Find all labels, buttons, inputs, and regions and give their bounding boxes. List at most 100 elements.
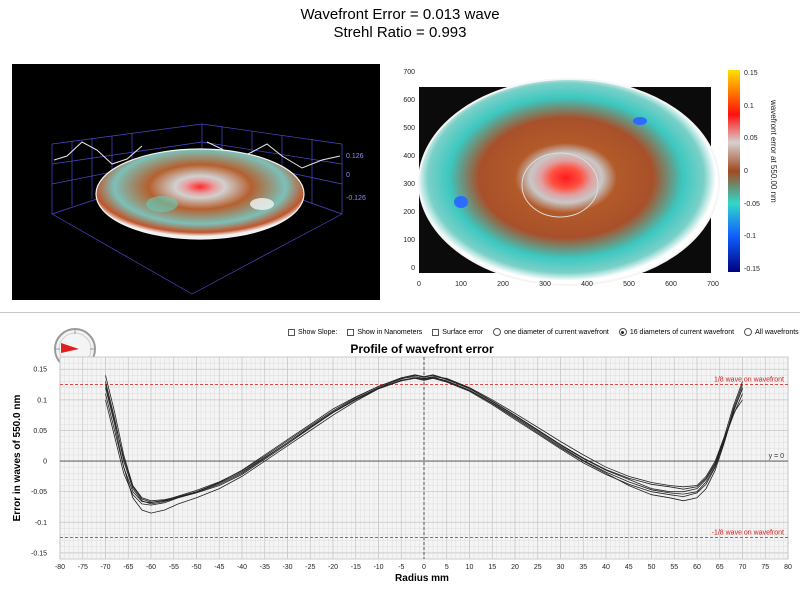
svg-text:-0.15: -0.15	[744, 266, 760, 273]
x-tick-label: 70	[739, 564, 747, 571]
x-tick-label: -75	[78, 564, 88, 571]
radio-circle-selected[interactable]	[618, 328, 627, 336]
svg-text:300: 300	[403, 181, 415, 188]
heatmap-disk	[419, 79, 719, 285]
x-tick-label: -80	[55, 564, 65, 571]
wavefront-error-title: Wavefront Error = 0.013 wave	[300, 6, 500, 23]
x-tick-label: -60	[146, 564, 156, 571]
svg-text:0: 0	[744, 168, 748, 175]
profile-series-line	[105, 374, 743, 506]
checkbox-box[interactable]	[288, 328, 295, 336]
3d-scale-top: 0.126	[346, 153, 364, 160]
x-tick-label: 50	[648, 564, 656, 571]
checkbox-box[interactable]	[432, 328, 440, 336]
profile-title: Profile of wavefront error	[350, 342, 494, 356]
radio-circle[interactable]	[744, 328, 753, 336]
x-tick-label: 5	[445, 564, 449, 571]
y-tick-label: -0.05	[31, 489, 47, 496]
svg-text:600: 600	[403, 97, 415, 104]
y-tick-label: 0.05	[33, 428, 47, 435]
x-tick-label: -30	[282, 564, 292, 571]
profile-options: Show Slope: Show in Nanometers Surface e…	[288, 324, 799, 340]
all-wavefronts-radio[interactable]: All wavefronts	[744, 328, 799, 336]
x-tick-label: -20	[328, 564, 338, 571]
radio-circle[interactable]	[493, 328, 502, 336]
x-tick-label: -10	[373, 564, 383, 571]
surface-3d-view[interactable]: 0.126 0 -0.126	[12, 64, 380, 300]
panel-divider	[0, 312, 800, 313]
profile-series-line	[105, 376, 743, 503]
svg-text:400: 400	[403, 153, 415, 160]
x-tick-label: 15	[488, 564, 496, 571]
svg-text:0.15: 0.15	[744, 70, 758, 77]
x-tick-label: 30	[557, 564, 565, 571]
x-tick-label: -50	[191, 564, 201, 571]
y-tick-labels: 0.15 0.1 0.05 0 -0.05 -0.1 -0.15	[31, 367, 47, 558]
surface-error-checkbox[interactable]: Surface error	[432, 328, 483, 336]
heatmap-svg: 0 100 200 300 400 500 600 700 700 600 50…	[403, 69, 778, 288]
x-tick-label: 10	[466, 564, 474, 571]
x-tick-label: 80	[784, 564, 792, 571]
y-tick-label: -0.1	[35, 520, 47, 527]
x-tick-labels: -80 -75 -70 -65 -60 -55 -50 -45 -40 -35 -30 -25 -20-…	[55, 564, 792, 571]
3d-profile-left	[53, 141, 143, 165]
x-axis-label: Radius mm	[395, 573, 449, 584]
x-tick-label: -70	[100, 564, 110, 571]
x-tick-label: 45	[625, 564, 633, 571]
x-tick-label: 40	[602, 564, 610, 571]
svg-text:200: 200	[403, 209, 415, 216]
svg-text:0: 0	[411, 265, 415, 272]
profile-chart[interactable]: Profile of wavefront error -80 -75 -70 -65 -…	[0, 326, 800, 584]
sixteen-diameters-radio[interactable]: 16 diameters of current wavefront	[618, 328, 734, 336]
svg-text:0.1: 0.1	[744, 103, 754, 110]
y-axis-label: Error in waves of 550.0 nm	[12, 395, 23, 522]
heatmap-low-spot	[454, 196, 468, 208]
profile-series-line	[105, 374, 743, 504]
svg-text:-0.05: -0.05	[744, 201, 760, 208]
svg-text:0.05: 0.05	[744, 135, 758, 142]
3d-scale-bottom: -0.126	[346, 195, 366, 202]
x-tick-label: 65	[716, 564, 724, 571]
show-slope-checkbox[interactable]: Show Slope:	[288, 328, 337, 336]
svg-text:100: 100	[455, 281, 467, 288]
svg-text:0: 0	[417, 281, 421, 288]
colorbar	[728, 70, 740, 272]
profile-chart-svg: Profile of wavefront error -80 -75 -70 -65 -…	[12, 342, 792, 584]
y-tick-label: -0.15	[31, 550, 47, 557]
svg-text:700: 700	[707, 281, 719, 288]
profile-series-line	[105, 377, 743, 505]
one-diameter-radio[interactable]: one diameter of current wavefront	[493, 328, 609, 336]
strehl-ratio-title: Strehl Ratio = 0.993	[333, 24, 467, 41]
x-tick-label: 55	[670, 564, 678, 571]
heatmap-panel[interactable]: 0 100 200 300 400 500 600 700 700 600 50…	[388, 60, 800, 300]
svg-text:600: 600	[665, 281, 677, 288]
y-tick-label: 0.1	[37, 397, 47, 404]
svg-text:400: 400	[581, 281, 593, 288]
x-tick-label: 20	[511, 564, 519, 571]
show-nanometers-checkbox[interactable]: Show in Nanometers	[347, 328, 422, 336]
x-tick-label: 75	[761, 564, 769, 571]
x-tick-label: 35	[579, 564, 587, 571]
heatmap-y-ticks: 700 600 500 400 300 200 100 0	[403, 69, 415, 272]
svg-text:100: 100	[403, 237, 415, 244]
svg-text:500: 500	[403, 125, 415, 132]
x-tick-label: -55	[169, 564, 179, 571]
heatmap-x-ticks: 0 100 200 300 400 500 600 700	[417, 281, 719, 288]
svg-text:-0.1: -0.1	[744, 233, 756, 240]
colorbar-ticks: 0.15 0.1 0.05 0 -0.05 -0.1 -0.15	[744, 70, 760, 273]
series-lines	[105, 374, 743, 514]
3d-surface-disk	[96, 149, 304, 239]
svg-text:200: 200	[497, 281, 509, 288]
profile-series-line	[105, 377, 743, 514]
svg-text:300: 300	[539, 281, 551, 288]
svg-text:500: 500	[623, 281, 635, 288]
x-tick-label: -35	[260, 564, 270, 571]
checkbox-box[interactable]	[347, 328, 355, 336]
x-tick-label: -5	[398, 564, 404, 571]
upper-ref-label: 1/8 wave on wavefront	[714, 377, 784, 384]
x-tick-label: -15	[351, 564, 361, 571]
x-tick-label: -65	[123, 564, 133, 571]
x-tick-label: -40	[237, 564, 247, 571]
colorbar-label: wavefront error at 550.00 nm	[769, 99, 778, 203]
y-tick-label: 0	[43, 459, 47, 466]
